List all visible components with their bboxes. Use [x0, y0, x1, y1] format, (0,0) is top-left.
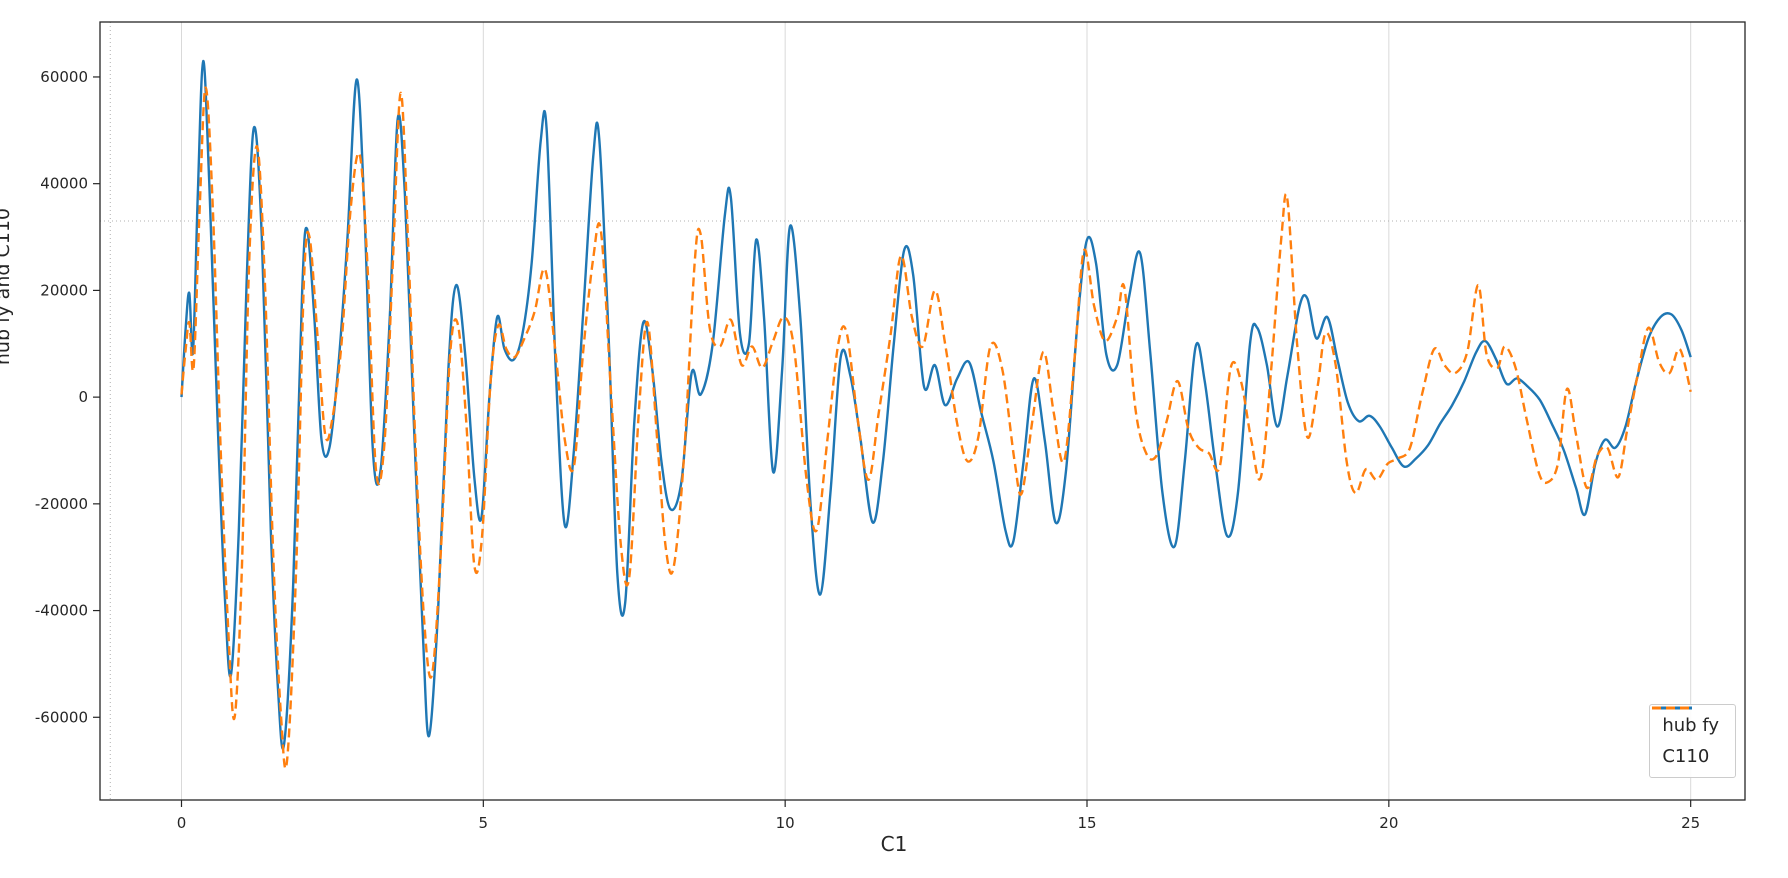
series-lines [180, 59, 1692, 770]
axes-spines [99, 21, 1746, 801]
legend-item-c110: C110 [1652, 706, 1719, 767]
y-tick-label: -60000 [35, 708, 88, 726]
y-tick-label: -40000 [35, 602, 88, 620]
axis-ticks: 0 5 10 15 20 25 -60000 -40000 -20000 0 20000 40000 6… [35, 68, 1700, 832]
x-tick-label: 20 [1379, 814, 1398, 832]
x-tick-label: 25 [1681, 814, 1700, 832]
series-line-hub-fy [180, 59, 1692, 750]
gridlines [180, 22, 1692, 800]
legend-item-hub-fy: hub fy [1652, 706, 1719, 736]
x-tick-label: 0 [177, 814, 187, 832]
y-axis-label: hub fy and C110 [0, 208, 14, 366]
x-tick-label: 10 [776, 814, 795, 832]
legend-line-sample-c110 [1652, 706, 1693, 710]
x-axis-label: C1 [880, 832, 908, 856]
y-tick-label: 20000 [40, 281, 88, 299]
y-tick-label: 40000 [40, 175, 88, 193]
y-tick-label: 0 [78, 388, 88, 406]
legend-label-c110: C110 [1662, 746, 1710, 767]
y-tick-label: -20000 [35, 495, 88, 513]
y-tick-label: 60000 [40, 68, 88, 86]
x-tick-label: 15 [1077, 814, 1096, 832]
x-tick-label: 5 [479, 814, 489, 832]
series-line-c110 [180, 86, 1692, 770]
annotation-lines [100, 22, 1745, 800]
legend: hub fy C110 [1649, 704, 1736, 778]
legend-label-hub-fy: hub fy [1662, 715, 1719, 736]
